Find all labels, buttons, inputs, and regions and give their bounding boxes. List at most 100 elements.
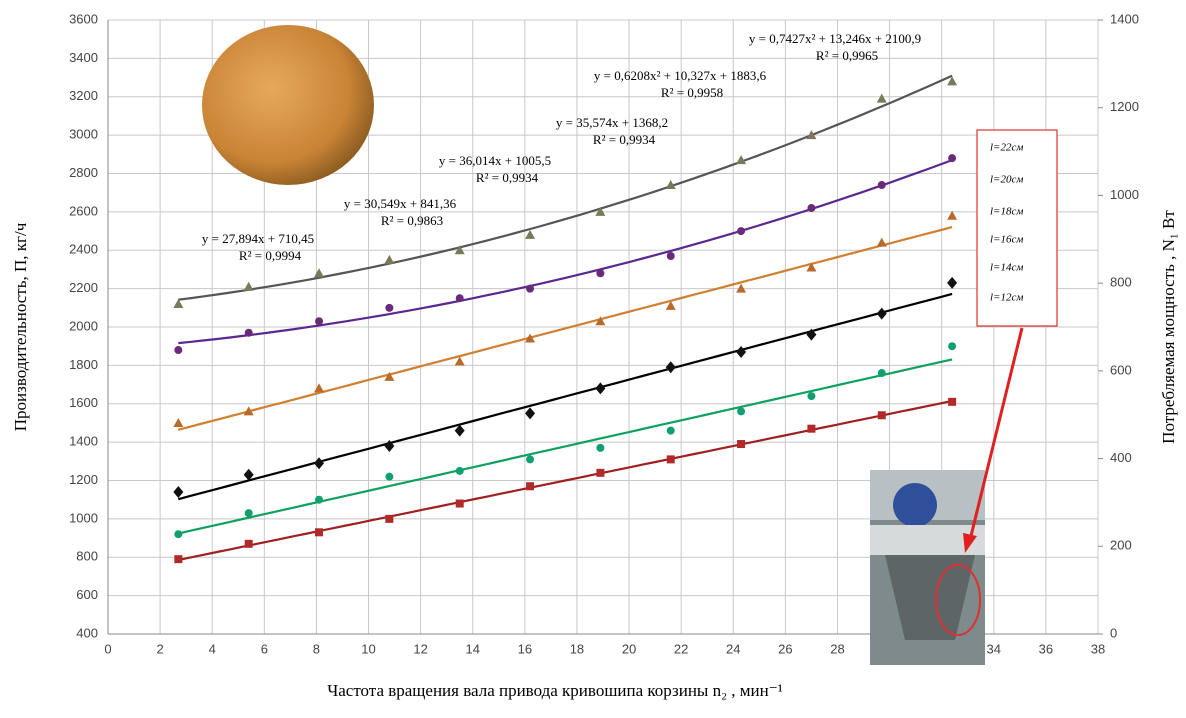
data-point bbox=[737, 227, 745, 235]
trend-r2: R² = 0,9934 bbox=[593, 132, 656, 147]
data-point bbox=[526, 482, 534, 490]
data-point bbox=[456, 500, 464, 508]
data-point bbox=[526, 455, 534, 463]
y-tick-label: 3600 bbox=[69, 11, 98, 26]
data-point bbox=[173, 486, 183, 498]
y2-tick-label: 0 bbox=[1110, 625, 1117, 640]
x-axis-title: Частота вращения вала привода кривошипа … bbox=[327, 681, 783, 700]
trend-equation: y = 30,549x + 841,36 bbox=[344, 196, 457, 211]
y-tick-label: 2000 bbox=[69, 318, 98, 333]
data-point bbox=[314, 268, 324, 277]
y-tick-label: 1400 bbox=[69, 434, 98, 449]
data-point bbox=[667, 252, 675, 260]
trend-equation: y = 35,574x + 1368,2 bbox=[556, 115, 668, 130]
data-point bbox=[878, 411, 886, 419]
y2-tick-label: 200 bbox=[1110, 538, 1132, 553]
y-axis-title: Производительность, П, кг/ч bbox=[11, 222, 30, 431]
data-point bbox=[173, 418, 183, 427]
y-tick-label: 600 bbox=[76, 587, 98, 602]
trend-line bbox=[178, 359, 952, 533]
data-point bbox=[877, 94, 887, 103]
y-tick-label: 2800 bbox=[69, 165, 98, 180]
x-tick-label: 24 bbox=[726, 641, 740, 656]
y-tick-label: 2200 bbox=[69, 280, 98, 295]
y2-tick-label: 600 bbox=[1110, 362, 1132, 377]
y2-tick-label: 800 bbox=[1110, 275, 1132, 290]
data-point bbox=[948, 342, 956, 350]
trend-r2: R² = 0,9863 bbox=[381, 213, 443, 228]
y2-tick-label: 1400 bbox=[1110, 11, 1139, 26]
x-tick-label: 22 bbox=[674, 641, 688, 656]
data-point bbox=[385, 304, 393, 312]
trend-equation: y = 0,7427x² + 13,246x + 2100,9 bbox=[749, 31, 921, 46]
data-point bbox=[314, 383, 324, 392]
data-point bbox=[878, 181, 886, 189]
chart: 4006008001000120014001600180020002200240… bbox=[0, 0, 1186, 713]
pointer-arrow bbox=[970, 328, 1022, 540]
data-point bbox=[667, 427, 675, 435]
y-tick-label: 1800 bbox=[69, 357, 98, 372]
data-point bbox=[526, 285, 534, 293]
y-tick-label: 1200 bbox=[69, 472, 98, 487]
legend-label: l=16см bbox=[990, 234, 1023, 246]
x-tick-label: 12 bbox=[413, 641, 427, 656]
data-point bbox=[315, 528, 323, 536]
data-point bbox=[807, 425, 815, 433]
data-point bbox=[314, 457, 324, 469]
y2-tick-label: 400 bbox=[1110, 450, 1132, 465]
data-point bbox=[807, 204, 815, 212]
data-point bbox=[244, 282, 254, 291]
y2-tick-label: 1200 bbox=[1110, 99, 1139, 114]
trend-r2: R² = 0,9934 bbox=[476, 170, 539, 185]
machine-photo bbox=[870, 470, 985, 665]
data-point bbox=[384, 255, 394, 264]
data-point bbox=[245, 329, 253, 337]
data-point bbox=[525, 407, 535, 419]
data-point bbox=[245, 540, 253, 548]
data-point bbox=[595, 382, 605, 394]
y-tick-label: 1600 bbox=[69, 395, 98, 410]
x-tick-label: 18 bbox=[570, 641, 584, 656]
trend-line bbox=[178, 294, 952, 499]
data-point bbox=[948, 398, 956, 406]
data-point bbox=[174, 530, 182, 538]
data-point bbox=[948, 154, 956, 162]
x-tick-label: 38 bbox=[1091, 641, 1105, 656]
data-point bbox=[385, 473, 393, 481]
data-point bbox=[877, 308, 887, 320]
y-tick-label: 2400 bbox=[69, 242, 98, 257]
legend-label: l=22см bbox=[990, 142, 1023, 154]
trend-equation: y = 27,894x + 710,45 bbox=[202, 231, 314, 246]
y-tick-label: 3000 bbox=[69, 127, 98, 142]
data-point bbox=[947, 277, 957, 289]
x-tick-label: 28 bbox=[830, 641, 844, 656]
x-tick-label: 6 bbox=[261, 641, 268, 656]
data-point bbox=[174, 555, 182, 563]
data-point bbox=[525, 230, 535, 239]
data-point bbox=[666, 361, 676, 373]
trend-r2: R² = 0,9965 bbox=[816, 48, 878, 63]
data-point bbox=[667, 455, 675, 463]
x-tick-label: 20 bbox=[622, 641, 636, 656]
y-tick-label: 3200 bbox=[69, 88, 98, 103]
x-tick-label: 14 bbox=[466, 641, 480, 656]
data-point bbox=[596, 269, 604, 277]
data-point bbox=[877, 238, 887, 247]
x-tick-label: 8 bbox=[313, 641, 320, 656]
y-tick-label: 400 bbox=[76, 625, 98, 640]
data-point bbox=[315, 317, 323, 325]
x-tick-label: 10 bbox=[361, 641, 375, 656]
data-point bbox=[174, 346, 182, 354]
legend-label: l=14см bbox=[990, 262, 1023, 274]
data-point bbox=[737, 440, 745, 448]
legend-label: l=12см bbox=[990, 292, 1023, 304]
legend-label: l=20см bbox=[990, 174, 1023, 186]
data-point bbox=[315, 496, 323, 504]
data-point bbox=[807, 392, 815, 400]
data-point bbox=[245, 509, 253, 517]
potato-photo bbox=[202, 25, 374, 185]
data-point bbox=[456, 294, 464, 302]
trend-r2: R² = 0,9958 bbox=[661, 85, 723, 100]
y2-axis-title: Потребляемая мощность , N₁ Вт bbox=[1159, 210, 1178, 444]
data-point bbox=[878, 369, 886, 377]
